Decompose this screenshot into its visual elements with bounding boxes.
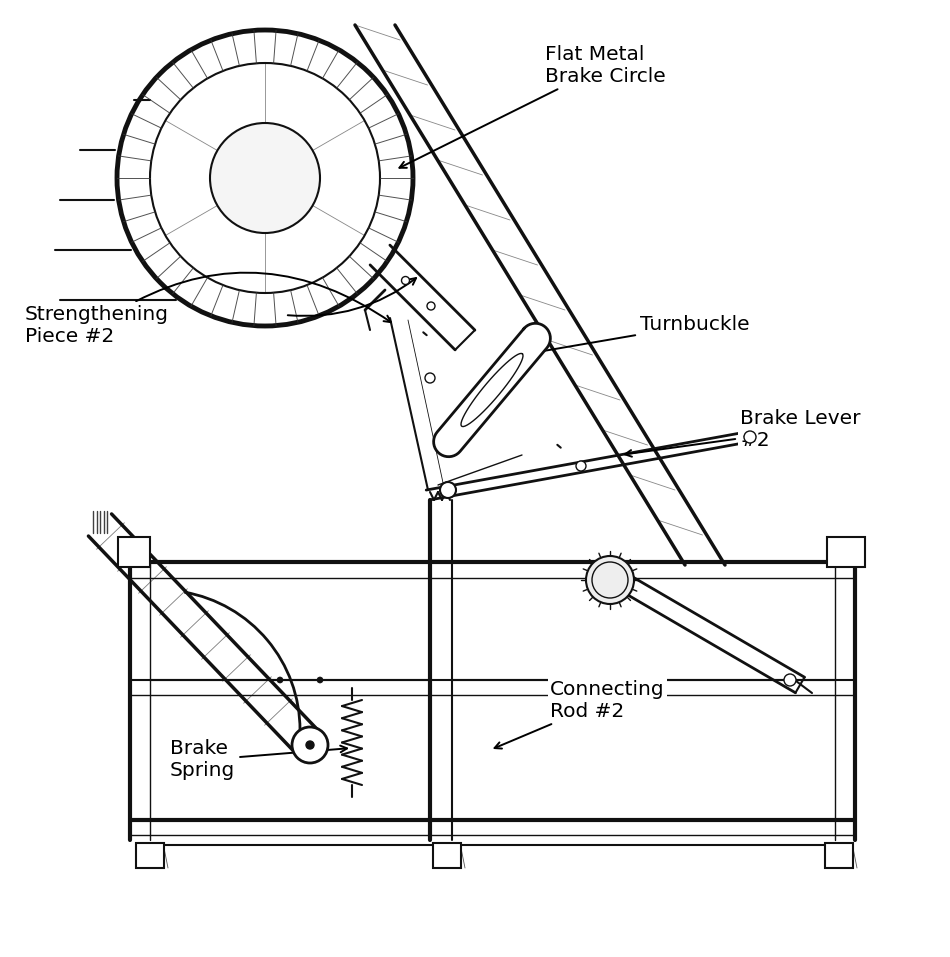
Circle shape [425, 373, 435, 383]
Bar [433, 843, 461, 868]
Circle shape [744, 431, 756, 443]
Text: Turnbuckle: Turnbuckle [525, 316, 750, 356]
Bar [827, 537, 865, 567]
Text: Brake
Spring: Brake Spring [170, 740, 347, 781]
Circle shape [576, 461, 586, 471]
Circle shape [292, 727, 328, 763]
Circle shape [784, 674, 796, 686]
Circle shape [317, 677, 323, 683]
Circle shape [210, 123, 320, 233]
Bar [136, 843, 164, 868]
Text: Strengthening
Piece #2: Strengthening Piece #2 [25, 273, 391, 345]
Circle shape [306, 741, 314, 749]
Bar [825, 843, 853, 868]
Polygon shape [433, 323, 550, 456]
Circle shape [402, 277, 409, 284]
Circle shape [427, 302, 435, 310]
Text: Connecting
Rod #2: Connecting Rod #2 [495, 680, 665, 748]
Circle shape [277, 677, 283, 683]
Text: Brake Lever
#2: Brake Lever #2 [625, 410, 861, 456]
Circle shape [150, 63, 380, 293]
Circle shape [440, 482, 456, 498]
Text: Flat Metal
Brake Circle: Flat Metal Brake Circle [399, 45, 666, 167]
Circle shape [586, 556, 634, 604]
Bar [118, 537, 150, 567]
